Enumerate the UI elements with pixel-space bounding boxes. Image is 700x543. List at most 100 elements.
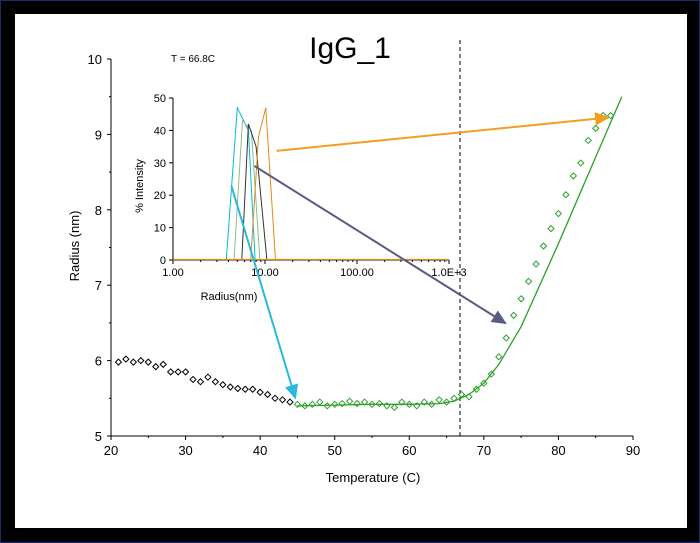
y-tick-label: 5 bbox=[95, 429, 102, 444]
temperature-note: T = 66.8C bbox=[171, 54, 215, 65]
inset-x-tick-label: 100.00 bbox=[340, 267, 374, 279]
green-data-point bbox=[323, 402, 331, 410]
inset-y-tick-label: 0 bbox=[160, 255, 166, 267]
black-data-point bbox=[144, 358, 152, 366]
green-data-point bbox=[480, 379, 488, 387]
cyan-arrow-head bbox=[285, 383, 299, 400]
orange-arrow bbox=[276, 116, 609, 152]
main-axes bbox=[110, 59, 633, 437]
black-data-point bbox=[159, 360, 167, 369]
green-data-point bbox=[547, 224, 555, 233]
black-data-point bbox=[241, 385, 249, 393]
green-data-point bbox=[465, 393, 473, 401]
green-data-point bbox=[472, 385, 481, 393]
inset-x-tick-label: 1.00 bbox=[162, 267, 183, 279]
black-data-point bbox=[189, 375, 197, 384]
black-data-point bbox=[129, 358, 138, 366]
y-tick-label: 7 bbox=[95, 278, 102, 293]
green-data-point bbox=[592, 124, 600, 133]
y-tick-label: 9 bbox=[95, 127, 102, 142]
black-data-point bbox=[122, 355, 130, 363]
green-data-point bbox=[457, 390, 466, 399]
black-data-point bbox=[181, 368, 190, 376]
black-data-point bbox=[278, 396, 287, 404]
green-data-point bbox=[442, 398, 451, 406]
black-data-point bbox=[219, 381, 227, 389]
inset-y-tick-label: 30 bbox=[154, 158, 166, 170]
inset-size-distribution bbox=[250, 107, 276, 261]
x-axis-label: Temperature (C) bbox=[326, 470, 421, 485]
black-data-point bbox=[286, 398, 294, 406]
green-data-point bbox=[524, 277, 533, 286]
black-data-point bbox=[226, 383, 235, 391]
green-data-point bbox=[413, 402, 421, 410]
black-data-point bbox=[174, 368, 182, 376]
green-data-point bbox=[495, 353, 503, 361]
green-data-point bbox=[398, 398, 406, 406]
green-data-point bbox=[316, 398, 324, 406]
inset-y-tick-label: 10 bbox=[154, 223, 166, 235]
black-data-point bbox=[263, 390, 272, 399]
green-data-point bbox=[584, 136, 592, 145]
y-axis-label: Radius (nm) bbox=[67, 211, 82, 282]
slide-canvas: 20 30 40 50 60 70 80 90 5 6 7 8 9 10 1.00 10.00 100.00… bbox=[15, 14, 687, 528]
y-tick-label: 8 bbox=[95, 203, 102, 218]
x-tick-label: 70 bbox=[477, 443, 491, 458]
black-data-point bbox=[234, 384, 242, 393]
black-data-point bbox=[271, 394, 279, 403]
main-y-ticks: 5 6 7 8 9 10 bbox=[88, 52, 111, 444]
black-data-point bbox=[256, 388, 264, 396]
green-data-point bbox=[517, 295, 525, 303]
slate-arrow bbox=[253, 165, 507, 325]
green-data-point bbox=[569, 172, 578, 180]
x-tick-label: 50 bbox=[327, 443, 341, 458]
x-tick-label: 60 bbox=[402, 443, 416, 458]
black-data-point bbox=[204, 373, 212, 381]
main-x-ticks: 20 30 40 50 60 70 80 90 bbox=[104, 436, 640, 458]
chart-title: IgG_1 bbox=[309, 32, 391, 65]
green-data-point bbox=[338, 399, 346, 408]
green-data-point bbox=[331, 400, 339, 409]
green-data-point bbox=[554, 209, 563, 218]
cyan-arrow bbox=[230, 185, 297, 399]
series-green-points bbox=[293, 111, 615, 412]
green-data-point bbox=[405, 400, 413, 409]
green-data-point bbox=[532, 260, 540, 268]
inset-x-label: Radius(nm) bbox=[201, 291, 258, 303]
green-data-point bbox=[606, 111, 615, 120]
x-tick-label: 20 bbox=[104, 443, 118, 458]
series-black-points bbox=[114, 355, 294, 406]
inset-size-distribution bbox=[233, 119, 261, 261]
green-data-point bbox=[450, 394, 458, 403]
inset-series bbox=[173, 105, 449, 261]
green-data-point bbox=[539, 242, 548, 250]
inset-x-tick-label: 1.0E+3 bbox=[431, 267, 466, 279]
green-data-point bbox=[353, 399, 361, 408]
x-tick-label: 90 bbox=[626, 443, 640, 458]
green-data-point bbox=[427, 400, 436, 409]
annotation-arrows bbox=[230, 112, 610, 400]
inset-y-ticks: 0 10 20 30 40 50 bbox=[154, 93, 173, 267]
green-data-point bbox=[375, 399, 384, 408]
inset-x-ticks: 1.00 10.00 100.00 1.0E+3 bbox=[162, 260, 467, 279]
black-data-point bbox=[248, 385, 257, 393]
inset-y-tick-label: 20 bbox=[154, 190, 166, 202]
green-data-point bbox=[487, 370, 496, 378]
inset-size-distribution bbox=[241, 123, 268, 261]
green-data-point bbox=[345, 397, 354, 406]
inset-y-tick-label: 50 bbox=[154, 93, 166, 105]
x-tick-label: 30 bbox=[178, 443, 192, 458]
green-data-point bbox=[390, 403, 399, 412]
orange-arrow-head bbox=[594, 112, 610, 126]
slate-arrow-head bbox=[490, 310, 507, 324]
y-tick-label: 6 bbox=[95, 354, 102, 369]
inset-axes bbox=[172, 98, 449, 261]
green-data-point bbox=[420, 398, 428, 406]
x-tick-label: 40 bbox=[253, 443, 267, 458]
green-data-point bbox=[502, 334, 510, 342]
black-data-point bbox=[211, 378, 220, 386]
green-data-point bbox=[308, 400, 317, 409]
